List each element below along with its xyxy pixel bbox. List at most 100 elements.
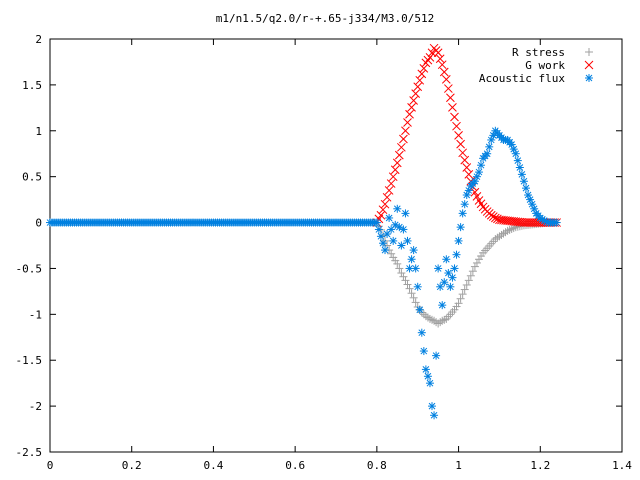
data-point [483, 244, 492, 253]
data-point [440, 278, 449, 287]
x-tick-label: 0.4 [203, 459, 223, 472]
y-tick: 1.5 [22, 79, 622, 92]
data-point [493, 233, 502, 242]
data-point [388, 172, 398, 182]
data-point [434, 319, 443, 328]
data-point [425, 314, 434, 323]
data-point [399, 134, 408, 144]
y-tick: 2 [35, 33, 622, 46]
y-axis: 2 1.5 1 0.5 0 -0.5 -1 -1.5 -2 -2.5 [16, 33, 622, 459]
legend-marker [584, 60, 594, 70]
data-point [401, 209, 410, 218]
data-point [389, 253, 398, 262]
legend-entry: R stress [512, 46, 593, 59]
x-tick: 0.6 [285, 39, 305, 472]
data-point [440, 315, 449, 324]
data-point [428, 402, 437, 411]
y-tick-label: 0.5 [22, 171, 42, 184]
data-point [525, 218, 535, 227]
data-point [472, 258, 481, 267]
data-point [390, 165, 400, 175]
data-point [413, 82, 423, 92]
data-point [527, 218, 537, 227]
data-point [386, 179, 396, 188]
series-r-stress [372, 218, 561, 328]
y-tick: -2.5 [16, 446, 622, 459]
data-point [428, 315, 437, 324]
data-point [387, 225, 396, 234]
x-tick-label: 1 [455, 459, 462, 472]
data-point [460, 285, 469, 294]
data-point [425, 379, 434, 388]
data-point [393, 204, 402, 213]
data-point [438, 316, 447, 325]
data-point [477, 252, 486, 261]
data-point [372, 218, 381, 227]
data-point [419, 64, 429, 73]
data-point [495, 232, 504, 241]
series-layer [46, 43, 561, 420]
y-tick: 1 [35, 125, 622, 138]
data-point [392, 158, 402, 168]
data-point [401, 126, 410, 136]
data-point [397, 142, 406, 152]
legend-label: R stress [512, 46, 565, 59]
data-point [378, 239, 387, 248]
data-point [521, 218, 531, 227]
data-point [423, 55, 433, 65]
data-point [427, 48, 437, 58]
data-point [515, 163, 524, 172]
plot-frame [49, 38, 623, 453]
x-tick: 0.4 [203, 39, 224, 472]
data-point [470, 187, 480, 197]
data-point [394, 150, 404, 160]
data-point [380, 199, 390, 209]
data-point [438, 301, 447, 310]
data-point [415, 305, 424, 314]
x-tick: 1 [455, 39, 462, 472]
data-point [503, 226, 512, 235]
data-point [403, 236, 412, 245]
data-point [446, 282, 455, 291]
data-point [513, 156, 522, 165]
data-point [381, 246, 390, 255]
data-point [395, 264, 404, 273]
data-point [529, 218, 539, 227]
y-tick: -2 [29, 400, 622, 413]
data-point [450, 264, 459, 273]
data-point [411, 89, 421, 98]
x-tick-label: 0.2 [122, 459, 142, 472]
data-point [401, 276, 410, 285]
data-point [448, 273, 457, 282]
data-point [441, 75, 451, 84]
data-point [501, 228, 510, 237]
data-point [458, 290, 467, 299]
x-tick-label: 0.8 [367, 459, 387, 472]
data-point [384, 186, 394, 195]
y-tick: 0.5 [22, 171, 622, 184]
data-point [450, 305, 459, 314]
data-point [499, 229, 508, 238]
data-point [439, 67, 449, 77]
y-tick-label: -2.5 [16, 446, 43, 459]
data-point [442, 255, 451, 264]
x-tick: 0 [47, 39, 53, 472]
data-point [382, 192, 392, 202]
data-point [374, 225, 383, 234]
data-point [432, 351, 441, 360]
data-point [450, 112, 459, 122]
data-point [433, 48, 443, 58]
data-point [448, 308, 457, 317]
data-point [376, 232, 385, 241]
data-point [403, 280, 412, 289]
y-tick-label: 0 [35, 217, 42, 230]
legend-entry: G work [525, 59, 594, 72]
data-point [407, 289, 416, 298]
data-point [462, 163, 472, 172]
data-point [477, 161, 486, 170]
data-point [470, 262, 479, 271]
data-point [378, 205, 388, 215]
data-point [423, 313, 432, 322]
data-point [452, 302, 461, 311]
